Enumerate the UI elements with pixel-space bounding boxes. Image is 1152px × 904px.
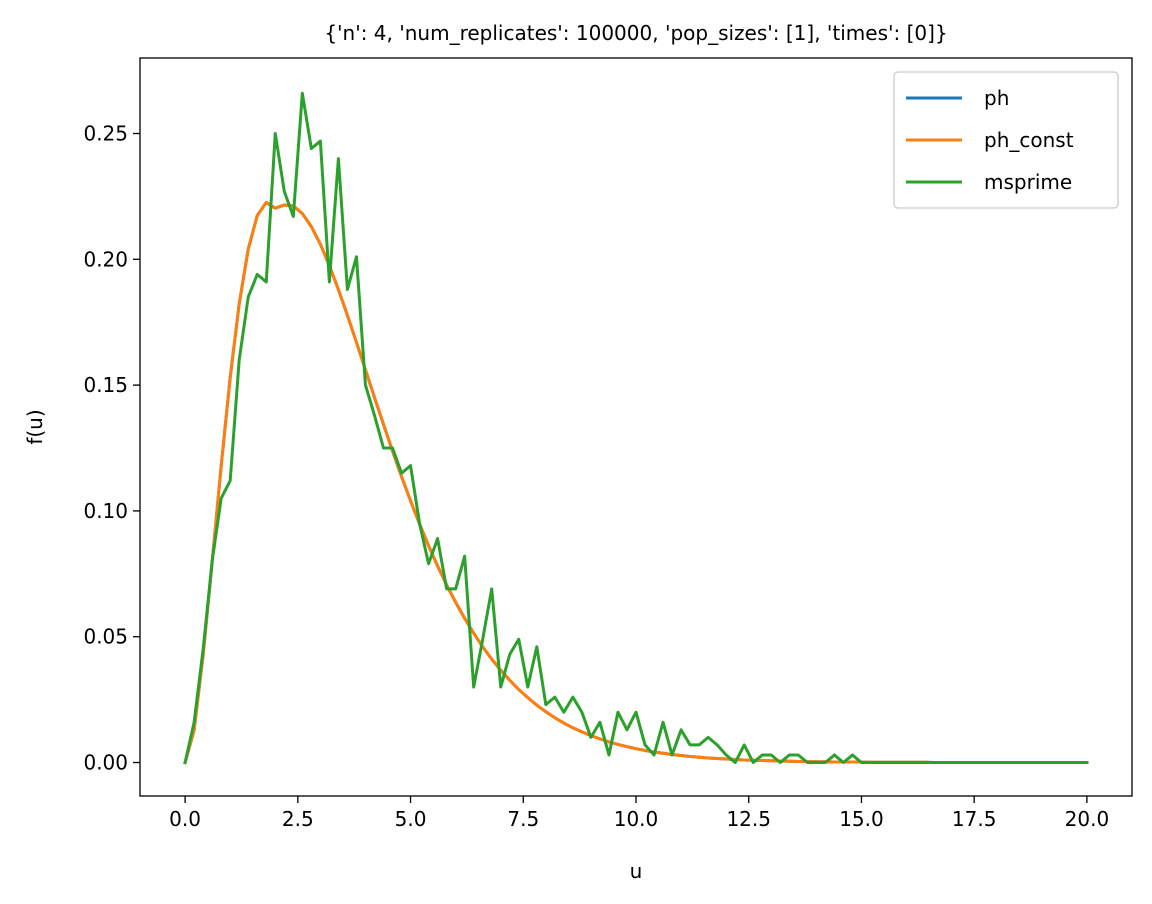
x-tick-label: 2.5 (282, 807, 314, 831)
x-tick-label: 12.5 (726, 807, 771, 831)
y-axis-label: f(u) (23, 409, 47, 444)
x-tick-label: 10.0 (614, 807, 659, 831)
y-tick-label: 0.25 (83, 121, 128, 145)
legend-label: ph (984, 86, 1009, 110)
x-tick-label: 0.0 (169, 807, 201, 831)
x-axis: 0.0 2.5 5.0 7.5 10.0 12.5 15.0 17.5 20.0 (169, 796, 1109, 831)
x-tick-label: 7.5 (507, 807, 539, 831)
y-tick-label: 0.20 (83, 247, 128, 271)
x-tick-label: 17.5 (952, 807, 997, 831)
y-tick-label: 0.15 (83, 373, 128, 397)
x-tick-label: 20.0 (1065, 807, 1110, 831)
series-line-msprime (183, 91, 1089, 765)
y-tick-label: 0.05 (83, 625, 128, 649)
legend-box (893, 71, 1119, 209)
chart-title: {'n': 4, 'num_replicates': 100000, 'pop_… (324, 21, 947, 45)
legend-label: msprime (984, 170, 1072, 194)
x-tick-label: 15.0 (839, 807, 884, 831)
x-tick-label: 5.0 (395, 807, 427, 831)
x-axis-label: u (630, 859, 643, 883)
y-tick-label: 0.00 (83, 751, 128, 775)
y-tick-label: 0.10 (83, 499, 128, 523)
y-axis: 0.00 0.05 0.10 0.15 0.20 0.25 (83, 121, 140, 775)
series-layer (183, 91, 1089, 765)
legend-label: ph_const (984, 128, 1074, 152)
